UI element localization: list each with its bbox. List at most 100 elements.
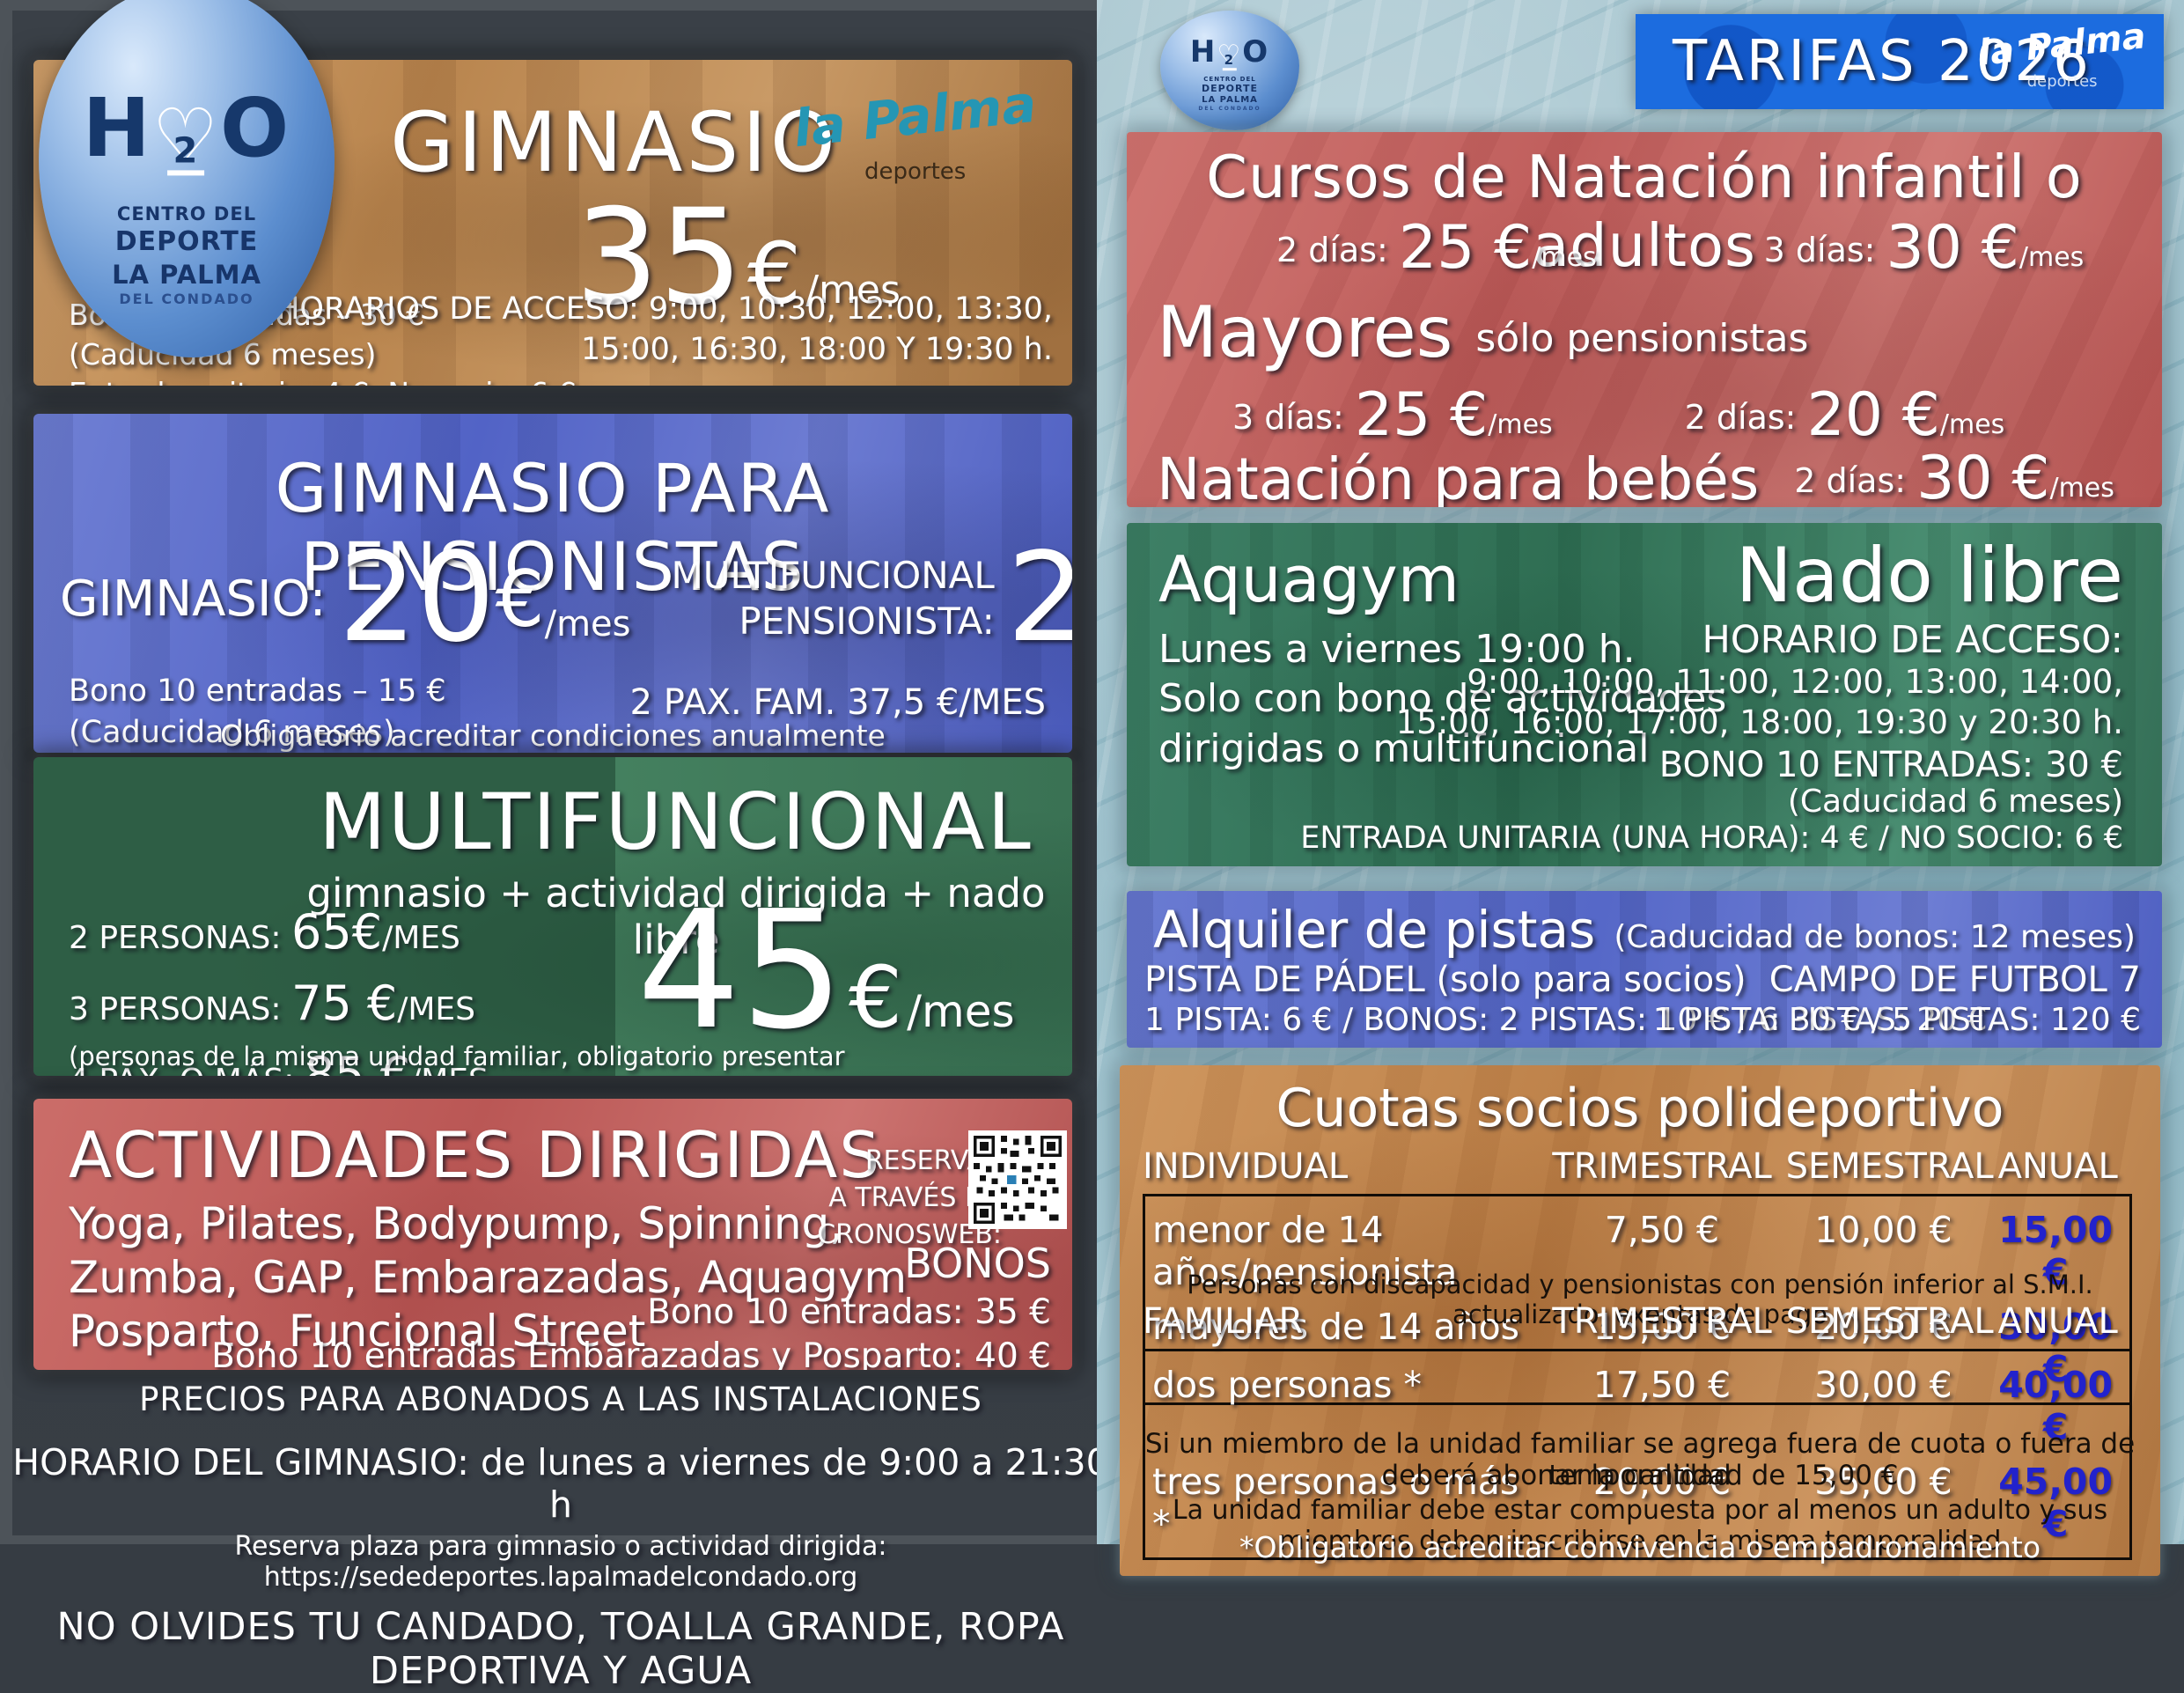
h2o-letter-o: O bbox=[220, 81, 291, 175]
caducidad-line: (Caducidad 6 meses) bbox=[69, 715, 395, 751]
org-line: DEL CONDADO bbox=[1198, 105, 1261, 112]
col-header: ANUAL bbox=[1997, 1146, 2118, 1187]
row-label: 4 PAX. O MÁS: bbox=[69, 1063, 294, 1076]
table-cell: 17,50 € bbox=[1592, 1364, 1732, 1406]
la-palma-deportes-logo-white: la Palma deportes bbox=[1976, 16, 2148, 91]
dias-price: 25 € bbox=[1398, 213, 1533, 283]
euro-symbol: € bbox=[848, 948, 903, 1047]
individual-table: INDIVIDUAL TRIMESTRAL SEMESTRAL ANUAL me… bbox=[1143, 1146, 2132, 1405]
horarios-line1: HORARIOS DE ACCESO: 9:00, 10:30, 12:00, … bbox=[276, 291, 1053, 327]
futbol7-prices: 1 PISTA: 30 € / 5 PISTAS: 120 € bbox=[1652, 1002, 2141, 1038]
row-value: 65€ bbox=[291, 904, 383, 960]
table-cell-anual: 30,00 € bbox=[1998, 1306, 2113, 1390]
row-unit: /MES bbox=[397, 991, 476, 1027]
col-header: SEMESTRAL bbox=[1785, 1146, 1994, 1187]
multifuncional-note: (personas de la misma unidad familiar, o… bbox=[69, 1041, 845, 1076]
nado-horario-label: HORARIO DE ACCESO: bbox=[1702, 618, 2123, 662]
aquagym-condition-line1: Solo con bono de actividades bbox=[1158, 676, 1727, 722]
col-header: FAMILIAR bbox=[1143, 1301, 1304, 1342]
table-cell: 35,00 € bbox=[1814, 1461, 1952, 1503]
h2o-letter-h: H bbox=[1189, 34, 1217, 70]
col-header: ANUAL bbox=[1997, 1301, 2118, 1342]
horarios-line2: 15:00, 16:30, 18:00 Y 19:30 h. bbox=[580, 331, 1053, 367]
familiar-table: FAMILIAR TRIMESTRAL SEMESTRAL ANUAL dos … bbox=[1143, 1301, 2132, 1560]
pistas-title: Alquiler de pistas bbox=[1153, 900, 1596, 960]
table-cell-anual: 15,00 € bbox=[1998, 1209, 2113, 1293]
nado-libre-title: Nado libre bbox=[1735, 532, 2123, 620]
pistas-title-row: Alquiler de pistas (Caducidad de bonos: … bbox=[1127, 900, 2162, 960]
dias-price: 25 € bbox=[1354, 380, 1489, 450]
familiar-note-2: deberá abonar la cantidad de 15,00 € bbox=[1381, 1460, 1899, 1491]
footer-reserva-url[interactable]: Reserva plaza para gimnasio o actividad … bbox=[234, 1531, 887, 1593]
padel-prices: 1 PISTA: 6 € / BONOS: 2 PISTAS: 10 € / 6… bbox=[1144, 1002, 1988, 1038]
pistas-caducidad-note: (Caducidad de bonos: 12 meses) bbox=[1614, 919, 2136, 955]
section-aquagym-nado-libre: Aquagym Lunes a viernes 19:00 h. Solo co… bbox=[1127, 523, 2162, 866]
section-alquiler-pistas: Alquiler de pistas (Caducidad de bonos: … bbox=[1127, 891, 2162, 1048]
price-row: 2 PERSONAS: 65€/MES bbox=[69, 896, 489, 968]
bebes-title: Natación para bebés bbox=[1157, 445, 1760, 508]
cuotas-title: Cuotas socios polideportivo bbox=[1276, 1078, 2004, 1139]
tarifas-2026-banner: TARIFAS 2026 la Palma deportes bbox=[1636, 14, 2164, 109]
price-value: 45 bbox=[636, 875, 844, 1065]
row-unit: /MES bbox=[382, 920, 460, 956]
right-page: H♡ 2 O CENTRO DEL DEPORTE LA PALMA DEL CON… bbox=[1097, 0, 2184, 1576]
gimnasio-entrada: Entrada unitaria: 4 €. No socio: 6 € bbox=[69, 374, 577, 386]
dias-label: 2 días: bbox=[1276, 231, 1388, 269]
h2o-org-name: CENTRO DEL DEPORTE LA PALMA DEL CONDADO bbox=[1160, 76, 1299, 112]
heart-icon: ♡ 2 bbox=[1217, 40, 1243, 71]
row-label: 2 PERSONAS: bbox=[69, 920, 282, 956]
hours-line1: 9:00, 10:00, 11:00, 12:00, 13:00, 14:00, bbox=[1467, 663, 2123, 701]
euro-symbol: € bbox=[495, 553, 545, 644]
gimnasio-horarios: HORARIOS DE ACCESO: 9:00, 10:30, 12:00, … bbox=[276, 290, 1053, 370]
table-cell: 10,00 € bbox=[1814, 1209, 1952, 1251]
mayores-subtitle: sólo pensionistas bbox=[1475, 316, 1809, 361]
mayores-prices-row: 3 días: 25 € /mes 2 días: 20 € /mes bbox=[1232, 386, 2004, 445]
mayores-title: Mayores bbox=[1157, 291, 1453, 373]
actividades-title: ACTIVIDADES DIRIGIDAS bbox=[69, 1118, 882, 1192]
dias-label: 3 días: bbox=[1763, 231, 1876, 269]
price-row: 3 PERSONAS: 75 €/MES bbox=[69, 968, 489, 1039]
h2o-number-2: 2 bbox=[167, 133, 205, 176]
gimnasio-label: GIMNASIO: bbox=[60, 570, 327, 628]
dias-price: 30 € bbox=[1916, 444, 2050, 508]
multifuncional-price: 45 € /mes bbox=[597, 889, 1055, 1052]
footer-notes: PRECIOS PARA ABONADOS A LAS INSTALACIONE… bbox=[12, 1380, 1109, 1693]
pensionistas-prices-row: GIMNASIO: 20 € /mes MULTIFUNCIONAL PENSI… bbox=[60, 537, 1072, 660]
familiar-table-body: dos personas * 17,50 € 30,00 € 40,00 € t… bbox=[1143, 1349, 2132, 1560]
per-month-label: /mes bbox=[1488, 409, 1553, 440]
multifuncional-subtitle: gimnasio + actividad dirigida + nado lib… bbox=[306, 870, 1046, 963]
per-month-label: /mes bbox=[2049, 473, 2114, 504]
actividades-list: Yoga, Pilates, Bodypump, Spinning, Zumba… bbox=[69, 1197, 907, 1358]
section-gimnasio-pensionistas: GIMNASIO PARA PENSIONISTAS GIMNASIO: 20 … bbox=[33, 414, 1072, 753]
pensionistas-title: GIMNASIO PARA PENSIONISTAS bbox=[275, 449, 831, 606]
note-line1: (personas de la misma unidad familiar, o… bbox=[69, 1042, 845, 1071]
nado-bono: BONO 10 ENTRADAS: 30 € bbox=[1658, 745, 2123, 785]
familiar-note-1: Si un miembro de la unidad familiar se a… bbox=[1144, 1428, 2136, 1491]
table-row-label: menor de 14 años/pensionista bbox=[1152, 1209, 1458, 1293]
col-header: INDIVIDUAL bbox=[1143, 1146, 1349, 1187]
table-cell: 7,50 € bbox=[1604, 1209, 1720, 1251]
org-line: CENTRO DEL bbox=[1203, 76, 1256, 83]
futbol7-title: CAMPO DE FUTBOL 7 bbox=[1769, 960, 2141, 1000]
table-row-label: dos personas * bbox=[1152, 1364, 1423, 1406]
row-label: 3 PERSONAS: bbox=[69, 991, 282, 1027]
per-month-label: /mes bbox=[805, 268, 901, 313]
dias-price: 30 € bbox=[1886, 213, 2019, 283]
bonos-title: BONOS bbox=[904, 1240, 1051, 1287]
multifuncional-title: MULTIFUNCIONAL bbox=[319, 777, 1033, 867]
table-cell: 20,00 € bbox=[1592, 1461, 1732, 1503]
h2o-number-2: 2 bbox=[1222, 54, 1237, 71]
la-palma-logo-text: la Palma bbox=[1976, 16, 2148, 74]
nado-entrada-unitaria: ENTRADA UNITARIA (UNA HORA): 4 € / NO SO… bbox=[1300, 821, 2123, 856]
la-palma-logo-sub: deportes bbox=[864, 158, 967, 185]
table-cell: 30,00 € bbox=[1814, 1364, 1952, 1406]
section-cursos-natacion: Cursos de Natación infantil o adultos 2 … bbox=[1127, 132, 2162, 507]
aquagym-schedule: Lunes a viernes 19:00 h. bbox=[1158, 627, 1636, 672]
individual-table-header: INDIVIDUAL TRIMESTRAL SEMESTRAL ANUAL bbox=[1143, 1146, 2132, 1187]
dias-price: 20 € bbox=[1806, 380, 1940, 450]
cursos-title: Cursos de Natación infantil o adultos bbox=[1206, 143, 2083, 280]
pensionistas-bono: Bono 10 entradas – 15 € (Caducidad 6 mes… bbox=[69, 671, 446, 753]
h2o-center-logo-small: H♡ 2 O CENTRO DEL DEPORTE LA PALMA DEL CON… bbox=[1160, 11, 1299, 130]
la-palma-logo-sub: deportes bbox=[2026, 72, 2098, 91]
bebes-row: Natación para bebés 2 días: 30 € /mes bbox=[1157, 444, 2114, 508]
